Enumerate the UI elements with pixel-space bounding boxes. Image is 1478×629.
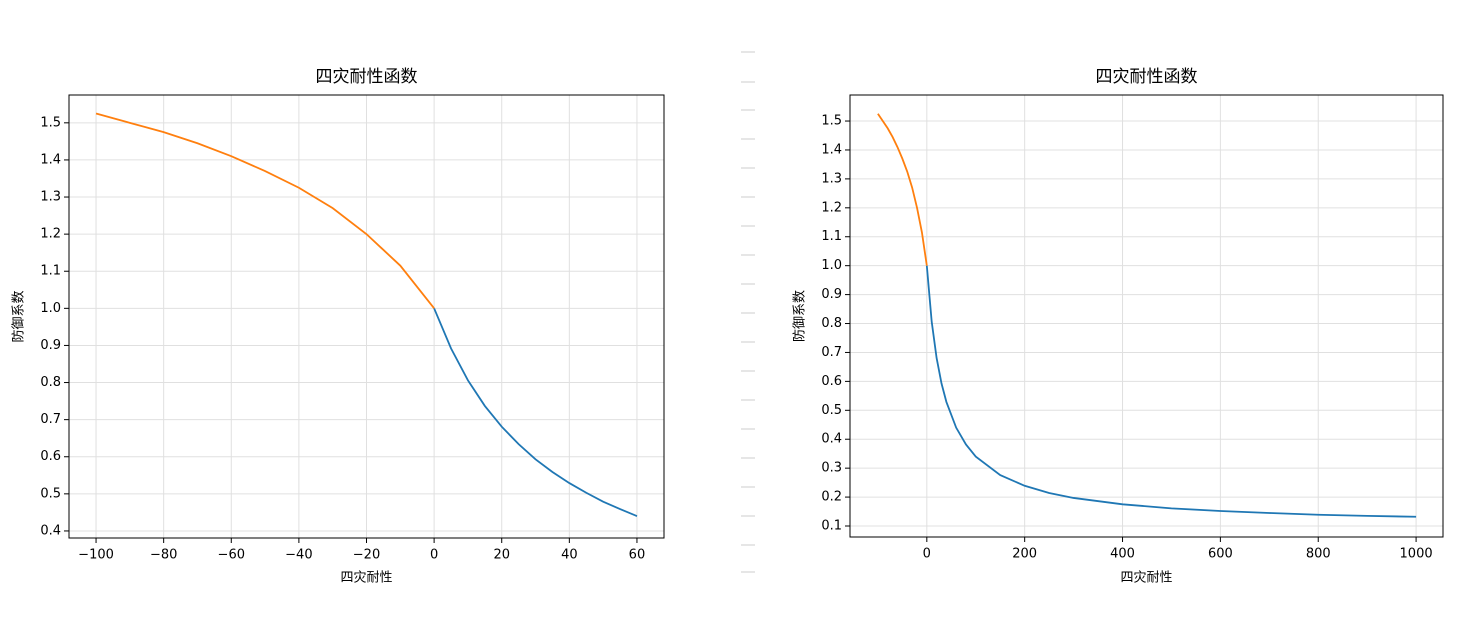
y-tick-label: 0.9 xyxy=(40,338,61,353)
chart-title: 四灾耐性函数 xyxy=(1096,67,1198,87)
plot-frame xyxy=(849,94,1444,538)
y-tick-label: 1.0 xyxy=(821,258,842,273)
x-tick-label: 20 xyxy=(493,548,510,563)
x-axis-label: 四灾耐性 xyxy=(340,570,392,586)
y-tick-label: 0.6 xyxy=(821,374,842,389)
x-tick-label: 1000 xyxy=(1400,547,1433,562)
x-tick-label: 60 xyxy=(629,548,646,563)
y-tick-label: 0.4 xyxy=(40,523,61,538)
y-axis-label: 防御系数 xyxy=(11,290,27,342)
x-axis-label: 四灾耐性 xyxy=(1120,570,1172,586)
y-tick-label: 1.1 xyxy=(40,264,61,279)
y-tick-label: 1.4 xyxy=(821,142,842,157)
y-axis-label: 防御系数 xyxy=(792,290,808,342)
y-tick-label: 0.3 xyxy=(821,461,842,476)
y-tick-label: 1.3 xyxy=(40,190,61,205)
x-tick-label: −60 xyxy=(218,548,245,563)
x-tick-label: −20 xyxy=(353,548,380,563)
y-tick-label: 1.5 xyxy=(821,114,842,129)
x-tick-label: 400 xyxy=(1110,547,1135,562)
y-tick-label: 0.7 xyxy=(40,412,61,427)
y-tick-label: 0.5 xyxy=(40,486,61,501)
y-tick-label: 1.0 xyxy=(40,301,61,316)
plot-frame xyxy=(68,94,665,539)
x-tick-label: −80 xyxy=(150,548,177,563)
x-tick-label: 0 xyxy=(430,548,438,563)
separator xyxy=(741,51,755,573)
y-tick-label: 0.4 xyxy=(821,432,842,447)
y-tick-label: 0.6 xyxy=(40,449,61,464)
y-tick-label: 1.2 xyxy=(821,200,842,215)
line-series xyxy=(925,265,1417,518)
y-tick-label: 1.4 xyxy=(40,152,61,167)
x-tick-label: 600 xyxy=(1208,547,1233,562)
x-tick-label: 800 xyxy=(1306,547,1331,562)
y-tick-label: 1.1 xyxy=(821,229,842,244)
y-tick-label: 1.2 xyxy=(40,227,61,242)
y-tick-label: 0.2 xyxy=(821,490,842,505)
x-tick-label: −40 xyxy=(285,548,312,563)
x-tick-label: 0 xyxy=(923,547,931,562)
y-tick-label: 0.8 xyxy=(821,316,842,331)
x-tick-label: 200 xyxy=(1012,547,1037,562)
y-tick-label: 1.5 xyxy=(40,115,61,130)
x-tick-label: 40 xyxy=(561,548,578,563)
chart-title: 四灾耐性函数 xyxy=(316,67,418,87)
line-series xyxy=(95,112,435,309)
y-tick-label: 0.8 xyxy=(40,375,61,390)
x-tick-label: −100 xyxy=(78,548,114,563)
y-tick-label: 0.5 xyxy=(821,403,842,418)
line-series xyxy=(877,113,928,266)
y-tick-label: 0.7 xyxy=(821,345,842,360)
y-tick-label: 1.3 xyxy=(821,171,842,186)
y-tick-label: 0.1 xyxy=(821,519,842,534)
line-series xyxy=(433,307,638,517)
y-tick-label: 0.9 xyxy=(821,287,842,302)
